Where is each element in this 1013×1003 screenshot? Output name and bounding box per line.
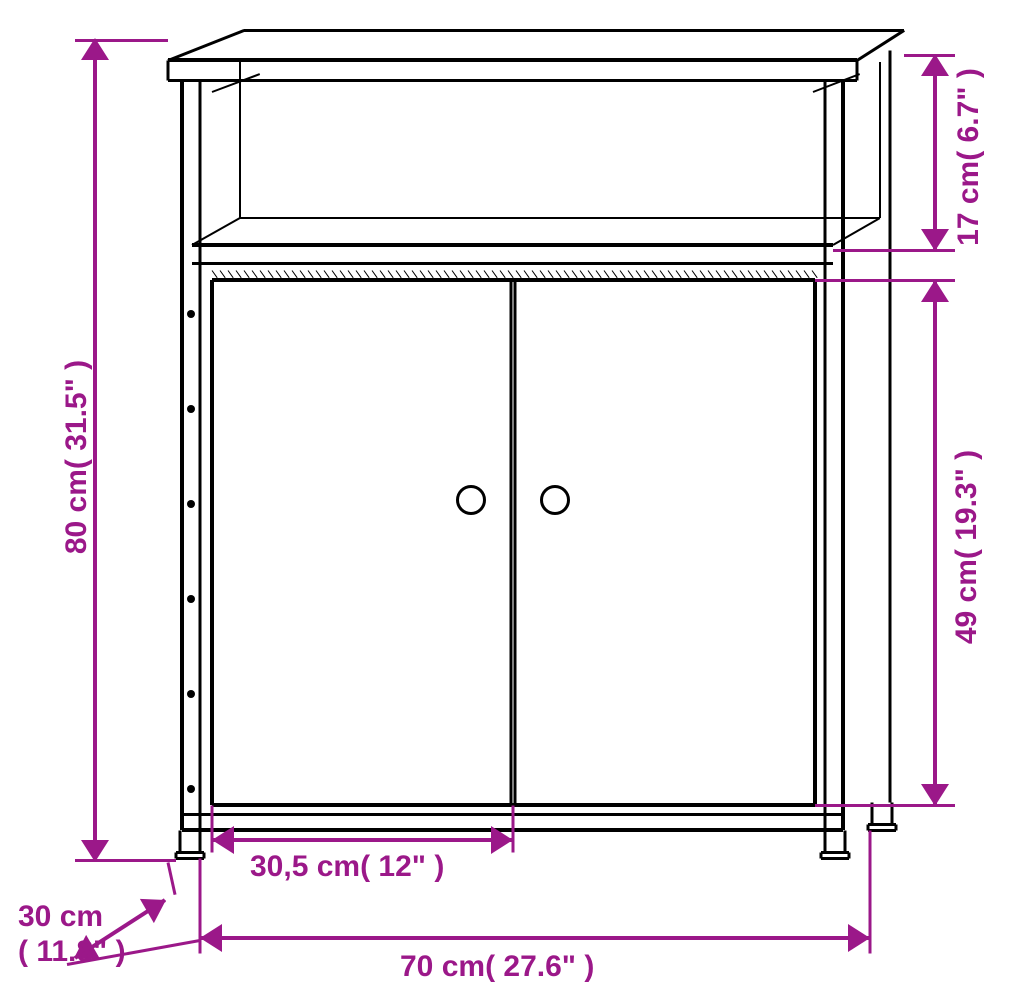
dim-label-depth-cm: 30 cm	[18, 900, 103, 934]
dim-label-door-height: 49 cm( 19.3" )	[950, 450, 984, 644]
dimension-diagram: 80 cm( 31.5" ) 30 cm( 11.8" ) 70 cm( 27.6"…	[0, 0, 1013, 1003]
dim-label-width: 70 cm( 27.6" )	[400, 950, 594, 984]
dim-label-door-width: 30,5 cm( 12" )	[250, 850, 444, 884]
dim-label-height: 80 cm( 31.5" )	[60, 360, 94, 554]
dim-label-depth-in: ( 11.8" )	[18, 935, 126, 969]
dim-label-shelf-height: 17 cm( 6.7" )	[952, 68, 986, 246]
